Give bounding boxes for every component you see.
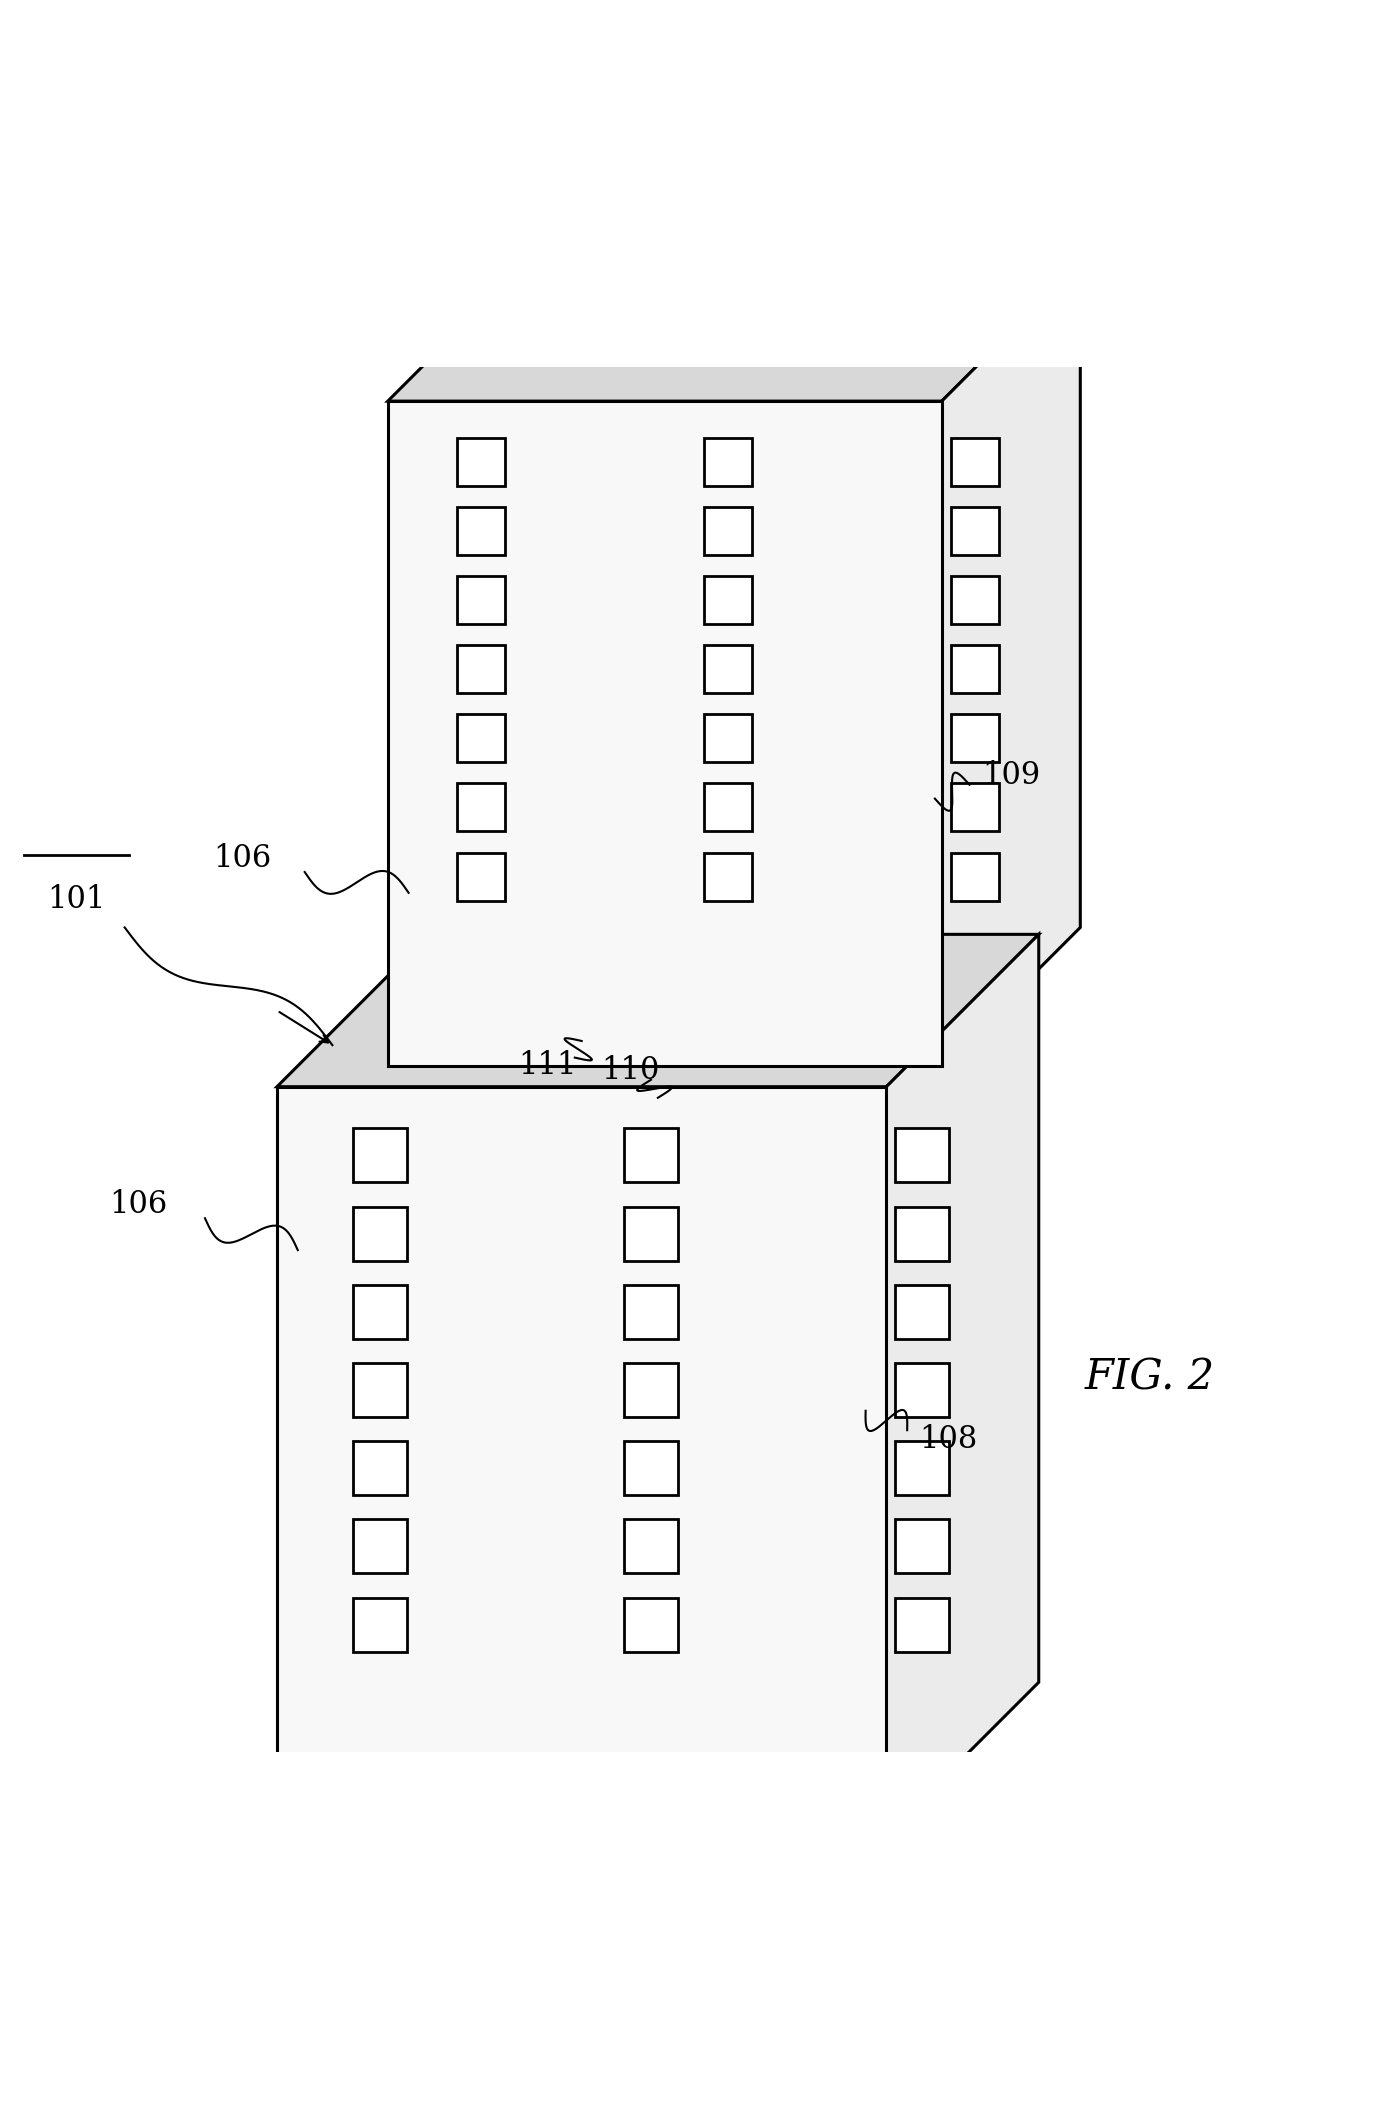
Text: 111: 111 <box>518 1051 576 1082</box>
Polygon shape <box>457 714 506 762</box>
Polygon shape <box>625 1440 679 1495</box>
Polygon shape <box>353 1207 407 1260</box>
Polygon shape <box>895 1207 949 1260</box>
Polygon shape <box>951 506 999 555</box>
Polygon shape <box>353 1597 407 1652</box>
Text: 109: 109 <box>982 760 1040 790</box>
Polygon shape <box>704 784 752 832</box>
Polygon shape <box>353 1519 407 1574</box>
Polygon shape <box>895 1286 949 1339</box>
Polygon shape <box>951 784 999 832</box>
Polygon shape <box>951 714 999 762</box>
Polygon shape <box>704 576 752 625</box>
Polygon shape <box>457 506 506 555</box>
Polygon shape <box>895 1129 949 1182</box>
Polygon shape <box>951 438 999 485</box>
Polygon shape <box>951 576 999 625</box>
Polygon shape <box>942 263 1080 1065</box>
Text: FIG. 2: FIG. 2 <box>1084 1356 1215 1398</box>
Polygon shape <box>895 1364 949 1417</box>
Polygon shape <box>277 934 1039 1087</box>
Polygon shape <box>625 1207 679 1260</box>
Polygon shape <box>353 1440 407 1495</box>
Polygon shape <box>895 1440 949 1495</box>
Polygon shape <box>625 1129 679 1182</box>
Polygon shape <box>704 506 752 555</box>
Polygon shape <box>704 854 752 900</box>
Polygon shape <box>704 438 752 485</box>
Polygon shape <box>895 1597 949 1652</box>
Polygon shape <box>895 1519 949 1574</box>
Polygon shape <box>886 934 1039 1834</box>
Text: 108: 108 <box>920 1425 978 1455</box>
Polygon shape <box>457 438 506 485</box>
Polygon shape <box>457 576 506 625</box>
Polygon shape <box>388 263 1080 400</box>
Text: 106: 106 <box>109 1188 168 1220</box>
Polygon shape <box>353 1286 407 1339</box>
Polygon shape <box>353 1364 407 1417</box>
Polygon shape <box>625 1519 679 1574</box>
Polygon shape <box>388 400 942 1065</box>
Polygon shape <box>704 646 752 693</box>
Polygon shape <box>625 1597 679 1652</box>
Text: 110: 110 <box>601 1055 659 1087</box>
Polygon shape <box>457 646 506 693</box>
Polygon shape <box>704 714 752 762</box>
Polygon shape <box>625 1286 679 1339</box>
Polygon shape <box>457 784 506 832</box>
Polygon shape <box>625 1364 679 1417</box>
Polygon shape <box>951 646 999 693</box>
Polygon shape <box>951 854 999 900</box>
Polygon shape <box>277 1087 886 1834</box>
Text: 106: 106 <box>213 843 271 873</box>
Polygon shape <box>457 854 506 900</box>
Text: 101: 101 <box>47 883 105 915</box>
Polygon shape <box>353 1129 407 1182</box>
